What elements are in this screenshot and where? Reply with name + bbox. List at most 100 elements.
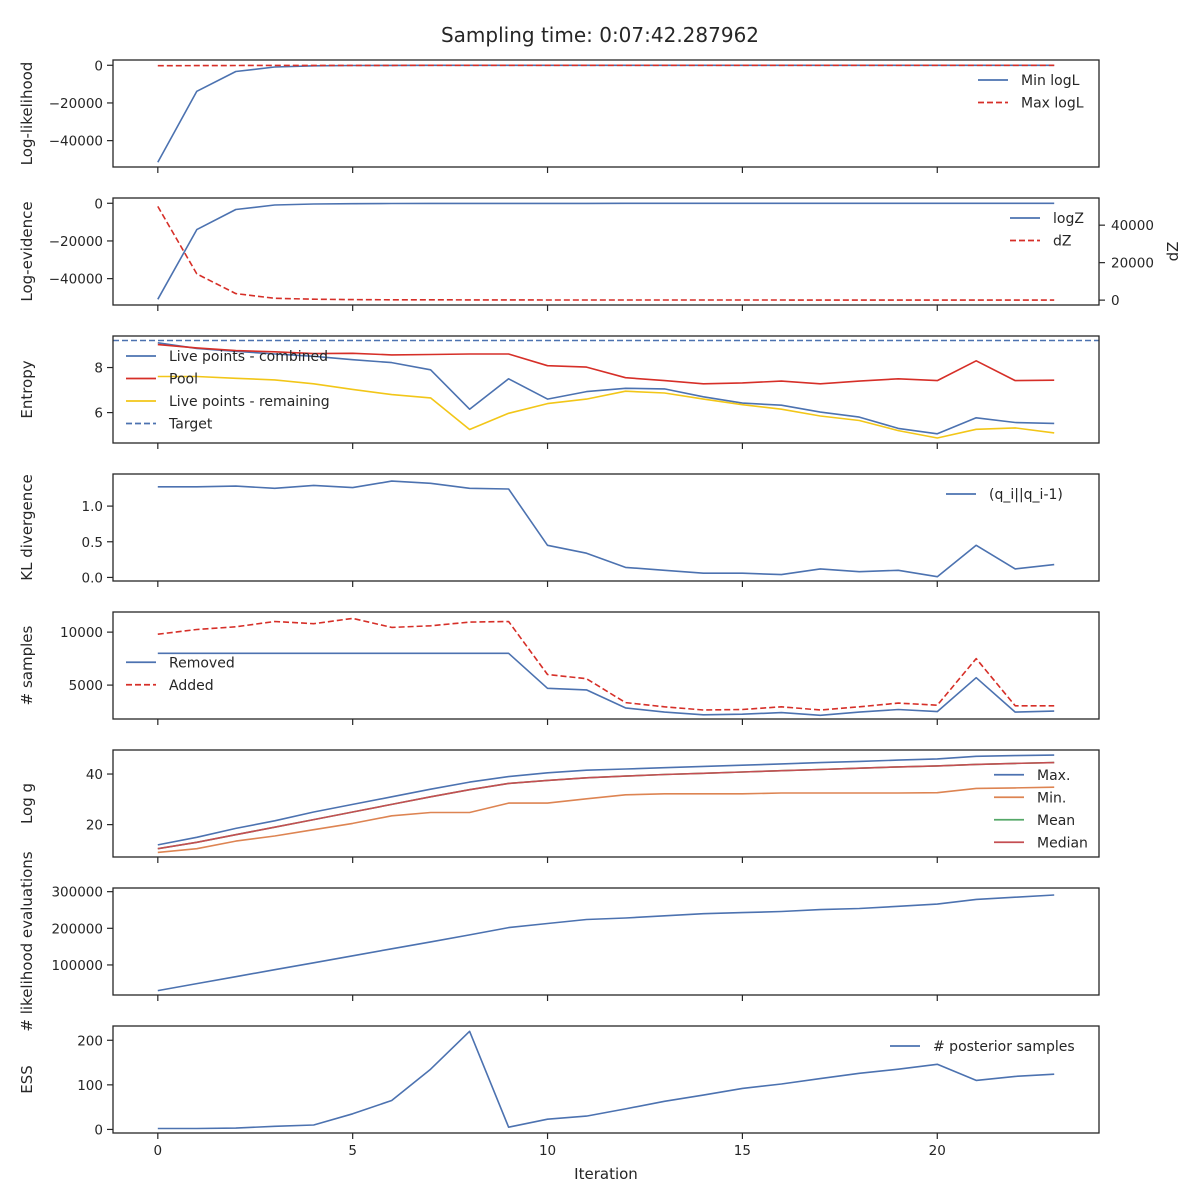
y-axis-label: # samples	[18, 625, 36, 705]
x-tick-label: 10	[539, 1143, 556, 1159]
plot-area	[157, 202, 1055, 301]
plot-area	[157, 1030, 1055, 1130]
series-line-ess-0	[157, 1030, 1055, 1130]
axes-frame	[112, 473, 1100, 582]
panel-kl: 0.0 0.5 1.0 KL divergence (q_i||q_i-1)	[18, 473, 1100, 587]
y-tick-label: 100	[77, 1078, 103, 1094]
y-tick-label: 6	[94, 406, 103, 422]
panel-logevidence: 0 −20000 −40000 0 20000 40000 dZ Log-evidence lo…	[18, 196, 1182, 311]
legend: (q_i||q_i-1)	[946, 487, 1063, 503]
panel-loglikelihood: 0 −20000 −40000 Log-likelihood Min logL Max l…	[18, 58, 1100, 173]
series-line-samples-1	[157, 617, 1055, 711]
series-line-loglikelihood-0	[157, 64, 1055, 163]
x-axis-label: Iteration	[574, 1165, 638, 1183]
series-line-logg-3	[157, 761, 1055, 850]
axes-frame	[112, 197, 1100, 306]
y2-tick-label: 40000	[1111, 218, 1154, 234]
legend-label: Target	[168, 417, 213, 433]
legend-label: Live points - remaining	[169, 394, 330, 410]
series-line-logevidence-0	[157, 202, 1055, 300]
legend: Max. Min. Mean Median	[994, 768, 1088, 851]
axes-frame	[112, 59, 1100, 168]
legend-label: Min.	[1037, 790, 1066, 806]
legend: Live points - combined Pool Live points - …	[126, 349, 330, 433]
legend-label: Removed	[169, 655, 235, 671]
y-tick-label: 0	[94, 58, 103, 74]
y-axis-label: Log-evidence	[18, 201, 36, 301]
y2-axis-label: dZ	[1164, 242, 1182, 262]
series-line-logg-1	[157, 786, 1055, 854]
legend-label: dZ	[1053, 234, 1071, 250]
plot-area	[113, 339, 1099, 439]
axes-frame	[112, 335, 1100, 444]
y-tick-label: 0	[94, 1122, 103, 1138]
x-tick-label: 20	[929, 1143, 946, 1159]
legend: logZ dZ	[1010, 211, 1084, 250]
y-tick-label: 0.5	[82, 535, 103, 551]
y-tick-label: 5000	[69, 678, 103, 694]
y-tick-label: −20000	[49, 96, 103, 112]
y-tick-label: 0.0	[82, 570, 103, 586]
legend-label: Live points - combined	[169, 349, 328, 365]
legend: Removed Added	[126, 655, 235, 694]
panel-logg: 20 40 Log g Max. Min. Mean Median	[18, 749, 1100, 863]
series-line-entropy-2	[157, 375, 1055, 439]
axes-frame	[112, 749, 1100, 858]
series-line-entropy-0	[157, 342, 1055, 435]
panels: 0 −20000 −40000 Log-likelihood Min logL Max l…	[18, 58, 1182, 1159]
legend-label: logZ	[1053, 211, 1084, 227]
legend-label: Min logL	[1021, 73, 1080, 89]
legend: Min logL Max logL	[978, 73, 1084, 112]
legend-label: Median	[1037, 835, 1088, 851]
axes-frame	[112, 887, 1100, 996]
y-axis-label: ESS	[18, 1065, 36, 1094]
legend-label: Pool	[169, 372, 198, 388]
plot-area	[157, 64, 1055, 163]
y-tick-label: 20	[86, 818, 103, 834]
y-tick-label: −40000	[49, 134, 103, 150]
series-line-samples-0	[157, 652, 1055, 717]
y-axis-label: Log g	[18, 783, 36, 824]
y-tick-label: −20000	[49, 234, 103, 250]
axes-frame	[112, 1025, 1100, 1134]
series-line-kl-0	[157, 480, 1055, 578]
y-tick-label: 200	[77, 1033, 103, 1049]
plot-area	[157, 480, 1055, 578]
series-line-logevidence-1	[157, 205, 1055, 301]
y2-tick-label: 0	[1111, 293, 1120, 309]
plot-area	[157, 894, 1055, 992]
legend-label: Mean	[1037, 813, 1075, 829]
y-tick-label: 8	[94, 361, 103, 377]
legend-label: Added	[169, 678, 214, 694]
y-tick-label: 1.0	[82, 499, 103, 515]
y-axis-label: KL divergence	[18, 474, 36, 580]
legend-label: # posterior samples	[933, 1039, 1075, 1055]
y-tick-label: 0	[94, 196, 103, 212]
series-line-logg-0	[157, 754, 1055, 846]
y-tick-label: 100000	[51, 958, 103, 974]
plot-area	[157, 754, 1055, 854]
legend-label: Max.	[1037, 768, 1070, 784]
plot-area	[157, 617, 1055, 717]
y-tick-label: 200000	[51, 921, 103, 937]
y-axis-label: Log-likelihood	[18, 62, 36, 166]
legend-label: (q_i||q_i-1)	[989, 487, 1063, 503]
x-tick-label: 15	[734, 1143, 751, 1159]
series-line-logg-2	[157, 761, 1055, 850]
panel-likelihood_evals: 100000 200000 300000 # likelihood evaluatio…	[18, 851, 1100, 1032]
x-tick-label: 5	[348, 1143, 357, 1159]
y-tick-label: 40	[86, 767, 103, 783]
panel-samples: 5000 10000 # samples Removed Added	[18, 611, 1100, 725]
y-axis-label: # likelihood evaluations	[18, 851, 36, 1031]
legend-label: Max logL	[1021, 96, 1084, 112]
y-tick-label: −40000	[49, 272, 103, 288]
y-axis-label: Entropy	[18, 360, 36, 418]
series-line-entropy-1	[157, 343, 1055, 385]
x-tick-label: 0	[154, 1143, 163, 1159]
chart-title: Sampling time: 0:07:42.287962	[441, 23, 759, 47]
series-line-likelihood_evals-0	[157, 894, 1055, 992]
y-tick-label: 10000	[60, 625, 103, 641]
